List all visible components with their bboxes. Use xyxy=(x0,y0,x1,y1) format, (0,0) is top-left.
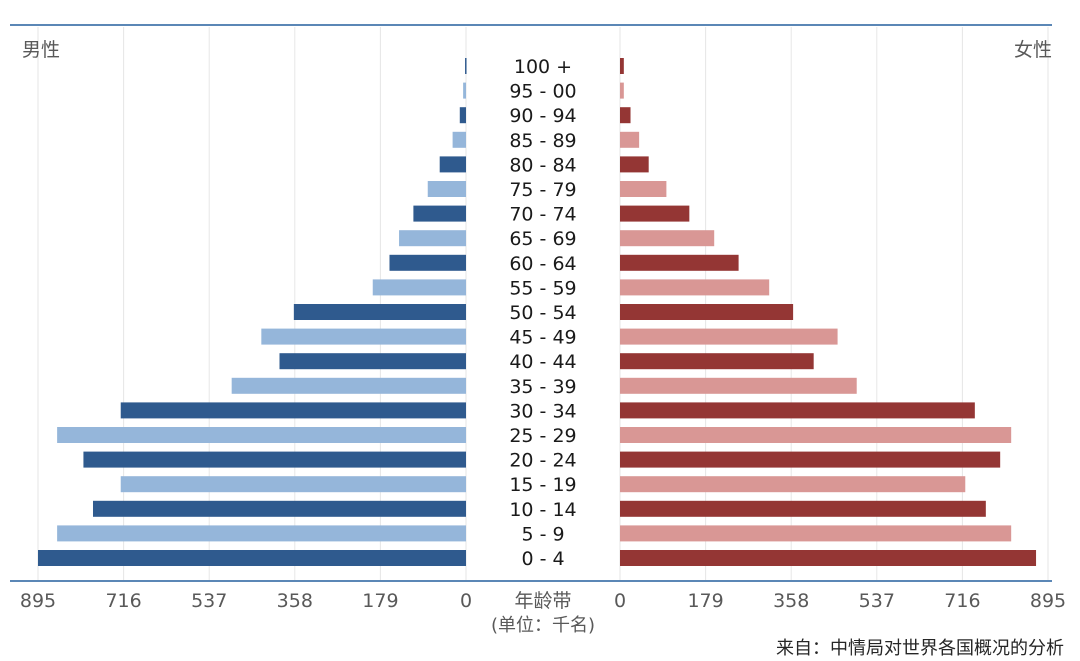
age-category-label: 0 - 4 xyxy=(521,548,564,570)
female-bar xyxy=(620,328,838,345)
female-bar xyxy=(620,205,690,222)
male-bar xyxy=(231,377,466,394)
male-tick-label: 716 xyxy=(105,590,141,612)
male-bar xyxy=(389,254,466,271)
bars xyxy=(38,58,1037,566)
male-label: 男性 xyxy=(22,39,60,61)
male-bar xyxy=(463,82,466,99)
female-bar xyxy=(620,230,715,247)
male-bar xyxy=(427,181,466,197)
unit-label: (单位：千名) xyxy=(491,615,595,636)
male-bar xyxy=(57,525,467,542)
female-tick-label: 358 xyxy=(773,590,809,612)
age-category-label: 75 - 79 xyxy=(509,179,576,201)
female-bar xyxy=(620,181,667,197)
male-bar xyxy=(120,476,467,493)
female-label: 女性 xyxy=(1014,39,1052,61)
age-category-label: 25 - 29 xyxy=(509,425,576,447)
x-tick-labels: 895 895 716 716 537 537 358 358 179 179 0 0 xyxy=(20,590,1066,612)
male-bar xyxy=(293,304,466,320)
male-bar xyxy=(92,500,466,517)
age-category-label: 65 - 69 xyxy=(509,228,576,250)
male-bar xyxy=(459,107,466,124)
male-tick-label: 895 xyxy=(20,590,56,612)
male-bar xyxy=(83,451,466,468)
female-bar xyxy=(620,500,986,517)
female-bar xyxy=(620,451,1001,468)
age-category-label: 35 - 39 xyxy=(509,376,576,398)
source-note: 来自：中情局对世界各国概况的分析 xyxy=(776,638,1064,659)
age-category-label: 50 - 54 xyxy=(509,302,576,324)
male-bar xyxy=(279,353,466,370)
age-category-label: 60 - 64 xyxy=(509,253,576,275)
female-bar xyxy=(620,131,640,148)
age-category-label: 85 - 89 xyxy=(509,130,576,152)
female-bar xyxy=(620,476,966,493)
female-bar xyxy=(620,279,770,296)
female-bar xyxy=(620,377,857,394)
male-bar xyxy=(452,131,466,148)
age-category-label: 80 - 84 xyxy=(509,154,576,176)
age-category-label: 15 - 19 xyxy=(509,474,576,496)
age-category-label: 40 - 44 xyxy=(509,351,576,373)
male-tick-label: 0 xyxy=(460,590,472,612)
center-axis-label: 年龄带 xyxy=(514,590,571,612)
male-bar xyxy=(120,402,467,419)
male-tick-label: 537 xyxy=(191,590,227,612)
female-bar xyxy=(620,58,624,74)
female-bar xyxy=(620,254,739,271)
female-bar xyxy=(620,304,794,320)
male-bar xyxy=(439,156,466,173)
male-bar xyxy=(57,427,467,443)
male-bar xyxy=(261,328,466,345)
age-category-label: 20 - 24 xyxy=(509,450,576,472)
male-tick-label: 358 xyxy=(277,590,313,612)
female-bar xyxy=(620,156,649,173)
female-bar xyxy=(620,550,1037,566)
female-bar xyxy=(620,107,631,124)
female-tick-label: 537 xyxy=(859,590,895,612)
female-bar xyxy=(620,82,624,99)
male-bar xyxy=(399,230,466,247)
age-category-label: 90 - 94 xyxy=(509,105,576,127)
female-tick-label: 0 xyxy=(614,590,626,612)
age-category-label: 70 - 74 xyxy=(509,204,576,226)
male-tick-label: 179 xyxy=(362,590,398,612)
female-bar xyxy=(620,402,975,419)
age-category-label: 30 - 34 xyxy=(509,400,576,422)
female-tick-label: 895 xyxy=(1030,590,1066,612)
male-bar xyxy=(413,205,466,222)
age-category-label: 55 - 59 xyxy=(509,277,576,299)
age-category-label: 95 - 00 xyxy=(509,81,576,103)
male-bar xyxy=(465,58,467,74)
female-bar xyxy=(620,353,814,370)
female-tick-label: 716 xyxy=(944,590,980,612)
age-category-label: 5 - 9 xyxy=(521,523,564,545)
age-category-label: 45 - 49 xyxy=(509,327,576,349)
female-tick-label: 179 xyxy=(687,590,723,612)
age-category-label: 100 + xyxy=(514,56,572,78)
male-bar xyxy=(372,279,466,296)
female-bar xyxy=(620,525,1012,542)
female-bar xyxy=(620,427,1012,443)
age-category-label: 10 - 14 xyxy=(509,499,576,521)
male-bar xyxy=(38,550,466,566)
